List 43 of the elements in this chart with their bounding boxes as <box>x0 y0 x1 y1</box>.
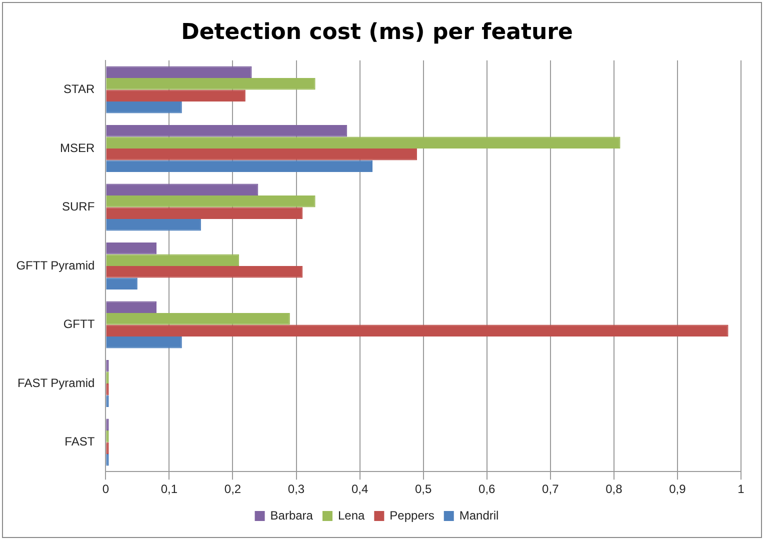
y-tick-label: FAST <box>64 434 96 449</box>
bar <box>106 148 417 160</box>
bar <box>106 266 303 278</box>
x-tick-label: 0 <box>102 482 110 496</box>
bar <box>106 301 156 313</box>
bar <box>106 254 240 266</box>
x-tick-label: 0,3 <box>288 482 305 496</box>
x-tick-label: 0,5 <box>414 482 432 496</box>
bar <box>106 90 246 102</box>
y-tick-label: STAR <box>64 82 95 96</box>
bar <box>106 219 201 231</box>
x-tick-label: 0,7 <box>542 482 560 496</box>
x-tick-label: 0,1 <box>160 482 178 496</box>
bar <box>106 196 316 208</box>
y-tick-label: SURF <box>62 200 95 214</box>
bar <box>106 66 252 78</box>
x-tick-label: 1 <box>738 482 745 496</box>
bar <box>106 207 303 220</box>
bar <box>106 136 620 149</box>
bar <box>106 160 373 172</box>
y-tick-label: MSER <box>60 140 95 155</box>
bar <box>106 278 138 290</box>
bar <box>106 78 316 90</box>
x-tick-label: 0,2 <box>224 482 242 496</box>
bar <box>106 324 728 336</box>
x-tick-label: 0,6 <box>478 482 496 496</box>
legend-label: Lena <box>338 508 365 522</box>
legend-label: Mandril <box>459 508 499 522</box>
bar <box>106 102 182 114</box>
x-tick-label: 0,8 <box>606 482 623 496</box>
bar <box>106 242 156 254</box>
y-tick-label: GFTT <box>63 317 96 332</box>
bar <box>106 184 258 196</box>
bar <box>106 125 348 137</box>
bar <box>106 312 290 325</box>
legend-label: Peppers <box>390 508 434 522</box>
bar <box>106 336 182 348</box>
y-tick-label: GFTT Pyramid <box>16 258 95 272</box>
chart-title: Detection cost (ms) per feature <box>181 20 573 45</box>
legend-label: Barbara <box>270 508 314 522</box>
x-tick-label: 0,9 <box>669 482 686 496</box>
y-tick-label: FAST Pyramid <box>18 376 95 390</box>
x-tick-label: 0,4 <box>351 482 368 496</box>
